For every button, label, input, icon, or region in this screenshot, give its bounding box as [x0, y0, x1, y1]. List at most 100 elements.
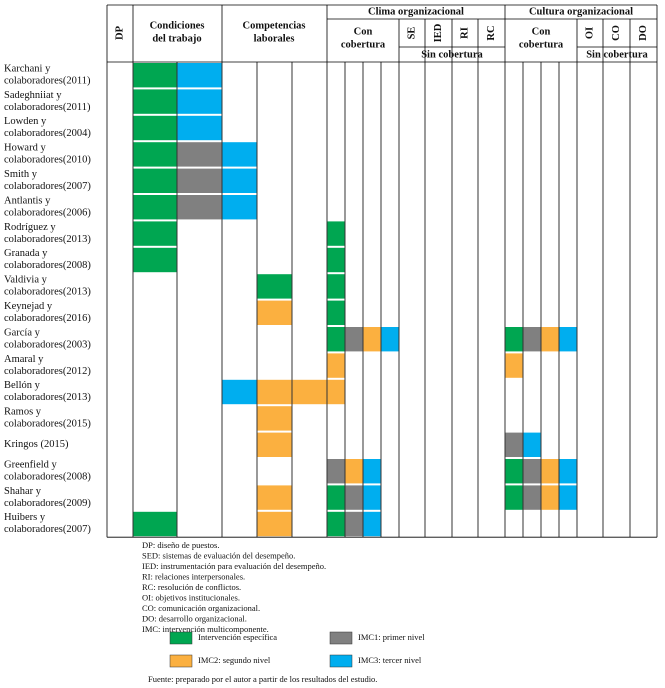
row-label: Ramos y	[4, 407, 42, 418]
cell	[522, 458, 542, 485]
header-col: RC	[486, 25, 497, 40]
cell	[362, 458, 382, 485]
row-label: colaboradores(2007)	[4, 181, 91, 192]
cell	[326, 352, 346, 379]
row-label: colaboradores(2006)	[4, 207, 91, 218]
cell	[176, 167, 223, 195]
cell	[362, 326, 382, 353]
cell	[344, 484, 364, 511]
header-col: DO	[638, 25, 649, 41]
row-label: colaboradores(2013)	[4, 234, 91, 245]
cell	[256, 431, 293, 459]
cell	[344, 510, 364, 538]
cell	[132, 141, 178, 168]
footnote: CO: comunicación organizacional.	[142, 603, 260, 613]
legend-swatch	[169, 654, 193, 668]
cell	[132, 88, 178, 115]
cell	[132, 194, 178, 221]
cell	[504, 458, 524, 485]
footnote: RC: resolución de conflictos.	[142, 582, 241, 592]
row-label: Lowden y	[4, 116, 47, 127]
row-label: colaboradores(2013)	[4, 392, 91, 403]
cell	[291, 378, 328, 406]
cell	[221, 141, 258, 168]
cell	[256, 299, 293, 327]
row-label: García y	[4, 327, 41, 338]
cell	[326, 299, 346, 327]
cell	[256, 510, 293, 538]
cell	[132, 510, 178, 538]
footnote: IMC: intervención multicomponente.	[142, 624, 269, 634]
header-competencias: laborales	[254, 33, 295, 44]
header-clima: Clima organizacional	[368, 6, 464, 17]
cell	[256, 273, 293, 300]
cell	[176, 141, 223, 168]
cell	[504, 431, 524, 459]
cell	[326, 220, 346, 247]
row-label: colaboradores(2016)	[4, 313, 91, 324]
cell	[221, 167, 258, 195]
cell	[522, 484, 542, 511]
cell	[221, 378, 258, 406]
header-col: IED	[433, 23, 444, 42]
header-condiciones: del trabajo	[152, 33, 201, 44]
cell	[344, 326, 364, 353]
cell	[558, 326, 578, 353]
cell	[256, 378, 293, 406]
footnote: IED: instrumentación para evaluación del…	[142, 561, 326, 571]
cell	[344, 458, 364, 485]
row-label: Keynejad y	[4, 301, 53, 312]
row-label: Amaral y	[4, 354, 44, 365]
row-label: Smith y	[4, 169, 38, 180]
cell	[132, 114, 178, 142]
row-label: colaboradores(2004)	[4, 128, 91, 139]
row-label: colaboradores(2011)	[4, 75, 91, 86]
cell	[176, 194, 223, 221]
cell	[132, 167, 178, 195]
legend-label: IMC1: primer nivel	[358, 632, 425, 642]
cell	[540, 458, 560, 485]
cell	[540, 326, 560, 353]
cell	[522, 326, 542, 353]
cell	[256, 405, 293, 432]
legend-label: IMC3: tercer nivel	[358, 655, 422, 665]
legend-swatch	[329, 631, 353, 645]
cell	[326, 326, 346, 353]
footnote: RI: relaciones interpersonales.	[142, 571, 245, 581]
header-col: CO	[611, 25, 622, 41]
header-col: SE	[406, 27, 417, 40]
footnote: DO: desarrollo organizacional.	[142, 613, 247, 623]
header-col: RI	[459, 27, 470, 39]
cell	[176, 62, 223, 89]
row-label: colaboradores(2011)	[4, 102, 91, 113]
row-label: Karchani y	[4, 63, 51, 74]
cell	[326, 378, 346, 406]
row-label: colaboradores(2008)	[4, 471, 91, 482]
cell	[256, 484, 293, 511]
cell	[558, 484, 578, 511]
row-label: Rodríguez y	[4, 222, 56, 233]
row-label: Greenfield y	[4, 459, 58, 470]
footnote: DP: diseño de puestos.	[142, 540, 219, 550]
cell	[221, 194, 258, 221]
cell	[326, 246, 346, 274]
row-label: Howard y	[4, 143, 46, 154]
cell	[132, 220, 178, 247]
cell	[504, 326, 524, 353]
row-label: Antlantis y	[4, 195, 51, 206]
row-label: colaboradores(2003)	[4, 339, 91, 350]
cell	[540, 484, 560, 511]
legend-swatch	[169, 631, 193, 645]
header-cultura-con: Con	[532, 26, 551, 37]
row-label: colaboradores(2008)	[4, 260, 91, 271]
cell	[132, 62, 178, 89]
legend-label: Intervención específica	[198, 632, 277, 642]
row-label: Bellón y	[4, 380, 41, 391]
footnote: OI: objetivos institucionales.	[142, 592, 240, 602]
header-clima-con: cobertura	[341, 39, 386, 50]
cell	[380, 326, 400, 353]
header-cultura-con: cobertura	[519, 39, 564, 50]
row-label: Huibers y	[4, 512, 46, 523]
row-label: Shahar y	[4, 486, 42, 497]
